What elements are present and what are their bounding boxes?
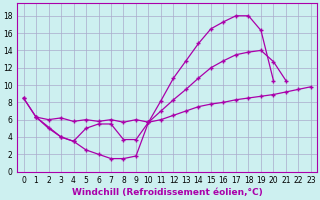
X-axis label: Windchill (Refroidissement éolien,°C): Windchill (Refroidissement éolien,°C) [72, 188, 263, 197]
